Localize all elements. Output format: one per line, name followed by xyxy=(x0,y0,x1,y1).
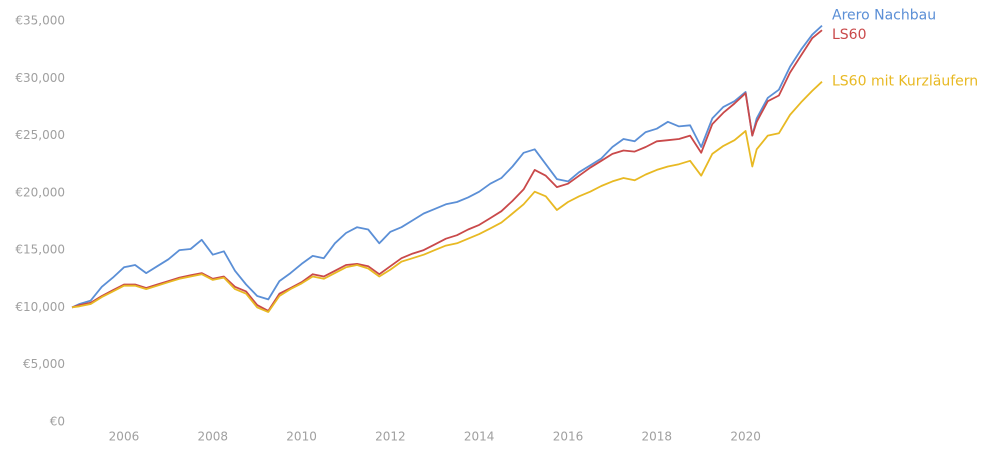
y-tick-label: €25,000 xyxy=(15,128,65,142)
y-tick-label: €30,000 xyxy=(15,71,65,85)
legend-label: LS60 mit Kurzläufern xyxy=(832,74,978,90)
x-tick-label: 2020 xyxy=(730,430,761,444)
x-tick-label: 2014 xyxy=(464,430,495,444)
x-tick-label: 2016 xyxy=(553,430,584,444)
x-tick-label: 2006 xyxy=(109,430,140,444)
legend-label: LS60 xyxy=(832,27,867,43)
x-tick-label: 2010 xyxy=(286,430,317,444)
y-tick-label: €10,000 xyxy=(15,300,65,314)
series-line xyxy=(71,81,823,313)
y-tick-label: €35,000 xyxy=(15,14,65,28)
legend-label: Arero Nachbau xyxy=(832,8,936,24)
x-tick-label: 2018 xyxy=(642,430,673,444)
series-line xyxy=(71,24,823,309)
y-tick-label: €0 xyxy=(50,415,65,429)
x-tick-label: 2012 xyxy=(375,430,406,444)
y-tick-label: €15,000 xyxy=(15,243,65,257)
y-tick-label: €5,000 xyxy=(23,357,65,371)
x-tick-label: 2008 xyxy=(197,430,228,444)
y-tick-label: €20,000 xyxy=(15,185,65,199)
series-line xyxy=(71,29,823,312)
